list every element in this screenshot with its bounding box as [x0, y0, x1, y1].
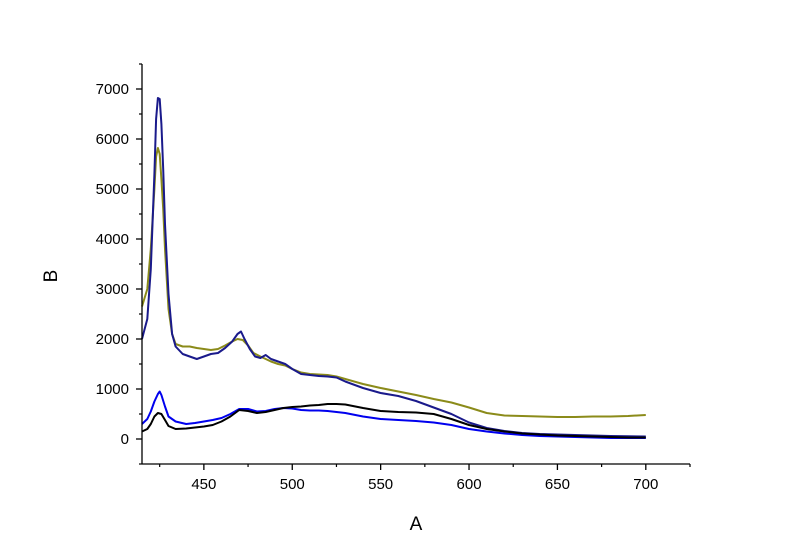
x-tick-label: 500 [280, 476, 305, 493]
series-line-1 [141, 147, 646, 418]
series-line-4 [141, 403, 646, 439]
axes: 0 1000 2000 3000 4000 5000 6000 7000 450 500 550 60… [96, 63, 691, 493]
series-line-3 [141, 390, 646, 439]
y-tick-label: 1000 [96, 381, 129, 398]
y-tick-label: 0 [121, 431, 129, 448]
series-layer [141, 97, 646, 439]
y-tick-label: 5000 [96, 181, 129, 198]
y-axis-title: B [41, 270, 62, 283]
x-tick-label: 700 [633, 476, 658, 493]
x-tick-label: 450 [191, 476, 216, 493]
y-tick-label: 3000 [96, 281, 129, 298]
y-tick-label: 7000 [96, 81, 129, 98]
x-tick-label: 600 [457, 476, 482, 493]
y-tick-label: 6000 [96, 131, 129, 148]
x-tick-label: 650 [545, 476, 570, 493]
y-tick-label: 4000 [96, 231, 129, 248]
series-line-2 [141, 97, 646, 438]
x-tick-label: 550 [368, 476, 393, 493]
y-tick-label: 2000 [96, 331, 129, 348]
x-axis-title: A [410, 514, 423, 535]
